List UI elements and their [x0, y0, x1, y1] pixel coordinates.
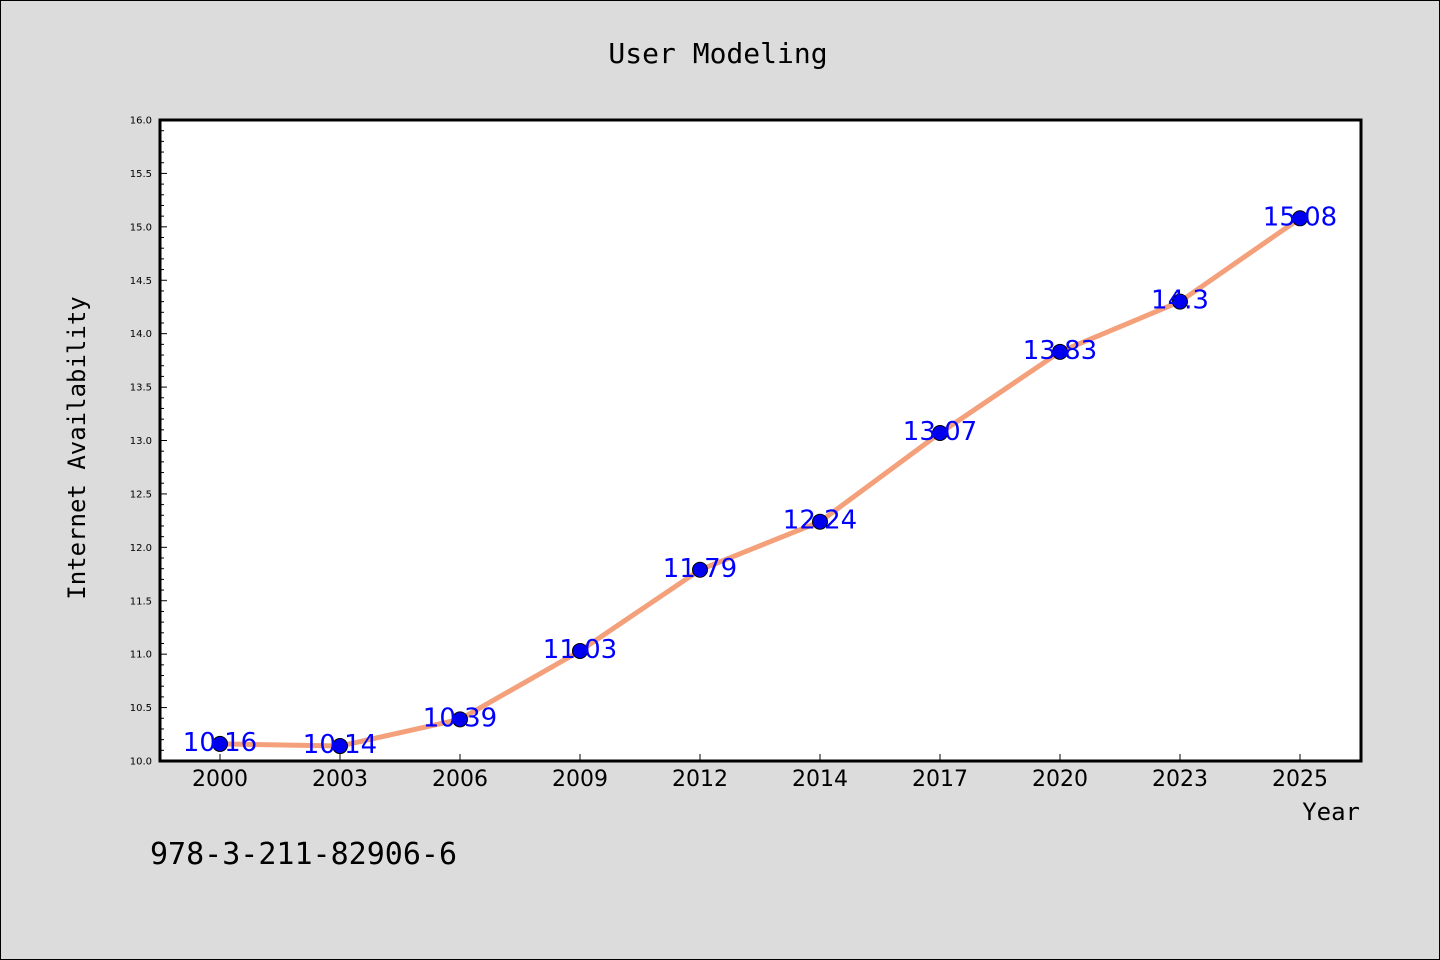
x-tick-label: 2003	[312, 767, 368, 792]
data-label: 11.03	[543, 635, 617, 665]
chart-title: User Modeling	[608, 37, 827, 70]
data-label: 13.83	[1023, 336, 1097, 366]
y-axis-label: Internet Availability	[63, 296, 91, 599]
x-tick-label: 2017	[912, 767, 968, 792]
x-tick-label: 2025	[1272, 767, 1328, 792]
x-tick-label: 2012	[672, 767, 728, 792]
plot-border	[158, 118, 1363, 763]
y-tick-label: 11.5	[130, 596, 152, 607]
series-group: 10.16 10.14 10.39 11.03 11.79 12.24 13.07 13.83…	[183, 202, 1337, 760]
x-tick-label: 2009	[552, 767, 608, 792]
plot-area	[160, 120, 1361, 761]
data-label: 14.3	[1151, 286, 1209, 316]
y-tick-label: 13.5	[130, 383, 152, 394]
y-tick-label: 10.5	[130, 703, 152, 714]
data-label: 11.79	[663, 554, 737, 584]
y-tick-label: 12.5	[130, 489, 152, 500]
data-label: 10.16	[183, 728, 257, 758]
x-tick-label: 2020	[1032, 767, 1088, 792]
data-point	[332, 738, 348, 755]
data-point	[572, 642, 588, 659]
y-tick-label: 15.0	[130, 222, 152, 233]
y-tick-label: 12.0	[130, 543, 152, 554]
y-tick-label: 14.5	[130, 276, 152, 287]
y-tick-label: 11.0	[130, 650, 152, 661]
x-tick-label: 2014	[792, 767, 848, 792]
data-point	[212, 735, 228, 752]
data-point	[452, 711, 468, 728]
data-point	[1052, 343, 1068, 360]
y-tick-label: 13.0	[130, 436, 152, 447]
x-axis-label: Year	[1302, 798, 1360, 826]
data-point	[1292, 210, 1308, 227]
y-tick-label: 10.0	[130, 757, 152, 768]
y-tick-label: 14.0	[130, 329, 152, 340]
data-label: 13.07	[903, 417, 977, 447]
data-label: 10.39	[423, 703, 497, 733]
data-point	[692, 561, 708, 578]
y-tick-label: 15.5	[130, 169, 152, 180]
data-label: 15.08	[1263, 202, 1337, 232]
data-label: 12.24	[783, 506, 857, 536]
x-tick-label: 2023	[1152, 767, 1208, 792]
data-point	[1172, 293, 1188, 310]
data-point	[932, 425, 948, 442]
y-tick-label: 16.0	[130, 116, 152, 127]
data-label: 10.14	[303, 730, 377, 760]
x-tick-label: 2000	[192, 767, 248, 792]
data-point	[812, 513, 828, 530]
footnote-isbn: 978-3-211-82906-6	[150, 837, 457, 872]
x-axis: 2000 2003 2006 2009 2012 2014 2017 2020 2023 2025	[192, 754, 1328, 792]
x-tick-label: 2006	[432, 767, 488, 792]
series-line	[217, 215, 1303, 749]
